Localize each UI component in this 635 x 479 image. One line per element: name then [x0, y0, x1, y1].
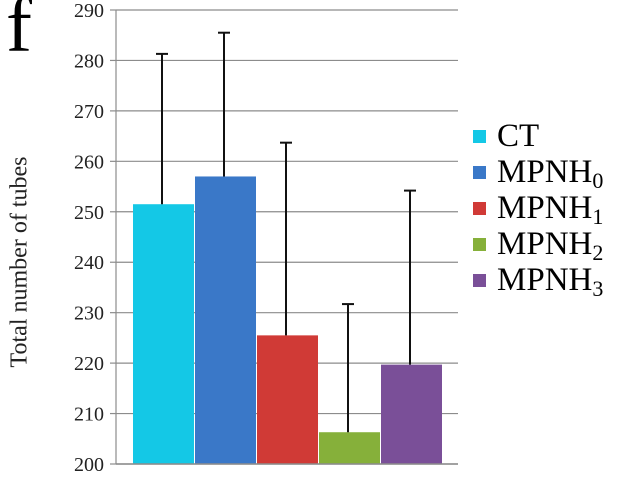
bar-mpnh2 — [319, 432, 380, 464]
legend-swatch — [473, 238, 486, 251]
y-tick-label: 250 — [74, 202, 104, 224]
y-tick-label: 230 — [74, 303, 104, 325]
legend-label: CT — [497, 120, 539, 153]
legend-label-main: MPNH — [497, 262, 592, 298]
y-tick-label: 200 — [74, 454, 104, 476]
legend-label: MPNH1 — [497, 192, 603, 225]
legend-label-main: CT — [497, 118, 539, 154]
y-tick-label: 220 — [74, 353, 104, 375]
legend-label: MPNH3 — [497, 264, 603, 297]
legend-label: MPNH0 — [497, 156, 603, 189]
y-tick-label: 290 — [74, 0, 104, 22]
legend-item-mpnh3: MPNH3 — [473, 262, 603, 298]
legend-label-subscript: 0 — [592, 168, 603, 193]
y-tick-label: 280 — [74, 50, 104, 72]
legend-item-mpnh1: MPNH1 — [473, 190, 603, 226]
legend-label-main: MPNH — [497, 154, 592, 190]
y-tick-label: 210 — [74, 404, 104, 426]
legend-swatch — [473, 166, 486, 179]
legend-label-subscript: 2 — [592, 240, 603, 265]
legend-label: MPNH2 — [497, 228, 603, 261]
legend-swatch — [473, 274, 486, 287]
legend-label-main: MPNH — [497, 226, 592, 262]
legend-item-mpnh2: MPNH2 — [473, 226, 603, 262]
legend: CT MPNH0 MPNH1 MPNH2 MPNH3 — [473, 118, 603, 298]
legend-item-mpnh0: MPNH0 — [473, 154, 603, 190]
legend-label-main: MPNH — [497, 190, 592, 226]
y-tick-label: 240 — [74, 252, 104, 274]
y-tick-label: 270 — [74, 101, 104, 123]
bar-ct — [133, 204, 194, 464]
bar-mpnh1 — [257, 335, 318, 464]
legend-label-subscript: 1 — [592, 204, 603, 229]
legend-label-subscript: 3 — [592, 276, 603, 301]
y-tick-label: 260 — [74, 151, 104, 173]
legend-swatch — [473, 202, 486, 215]
bar-mpnh3 — [381, 365, 442, 464]
bar-mpnh0 — [195, 176, 256, 464]
legend-swatch — [473, 130, 486, 143]
legend-item-ct: CT — [473, 118, 603, 154]
